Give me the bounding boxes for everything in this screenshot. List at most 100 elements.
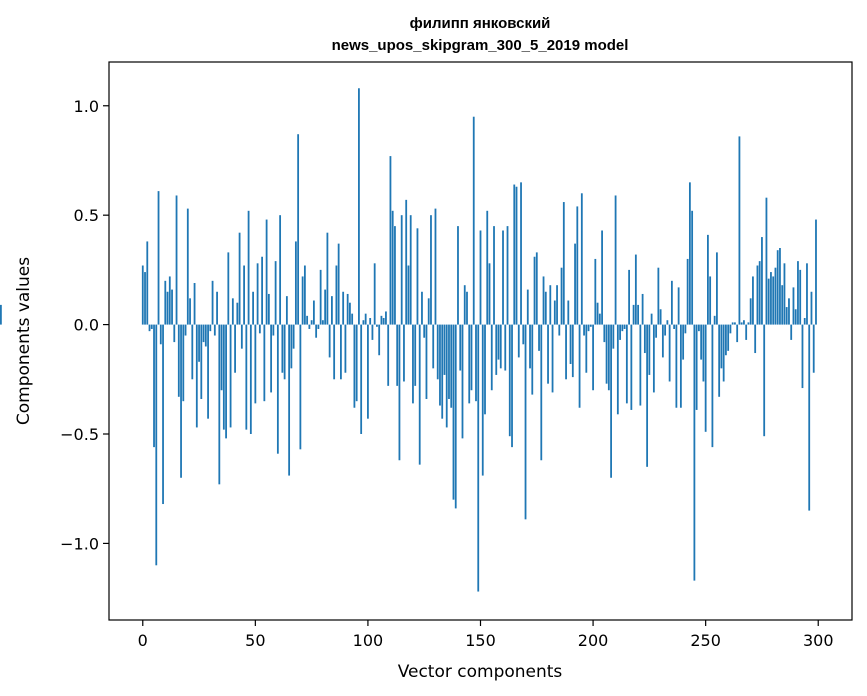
bar (252, 291, 254, 325)
bar (403, 324, 405, 382)
bar (164, 280, 167, 325)
bar (731, 322, 734, 325)
bar (184, 324, 187, 336)
bar (504, 324, 507, 371)
bar (396, 324, 399, 386)
bar (382, 318, 385, 325)
bar (711, 324, 714, 448)
bar (625, 324, 628, 404)
bar (502, 230, 504, 325)
bar (767, 278, 770, 325)
bar (238, 232, 241, 325)
bar (364, 313, 367, 325)
bar (652, 324, 655, 393)
x-tick-label: 300 (803, 631, 834, 650)
bar (801, 324, 804, 389)
bar (709, 276, 712, 325)
bar (677, 287, 680, 325)
bar (738, 136, 741, 325)
bar (427, 298, 430, 325)
bar (315, 324, 318, 338)
bar (373, 263, 376, 325)
bar (157, 191, 160, 325)
bar (781, 285, 784, 325)
bar (292, 324, 295, 349)
bar (481, 324, 484, 476)
bar (407, 265, 410, 325)
bar (405, 199, 408, 325)
bar (180, 324, 182, 478)
x-tick-label: 200 (578, 631, 609, 650)
bar (475, 324, 477, 402)
bar (324, 289, 327, 325)
bar (632, 304, 635, 325)
bar (175, 195, 178, 325)
x-axis-ticks: 0 50 100 150 200 250 300 (138, 620, 834, 650)
bar (772, 276, 775, 325)
bar (524, 324, 527, 520)
bar (693, 324, 696, 581)
bar (342, 291, 345, 325)
bar (486, 210, 489, 325)
bar (812, 324, 815, 373)
bar (547, 324, 549, 384)
bar (702, 324, 705, 382)
bar (281, 324, 284, 373)
bar (335, 265, 338, 325)
bar (204, 324, 207, 347)
bar (619, 324, 621, 340)
bar (592, 324, 594, 391)
chart-title-line2: news_upos_skipgram_300_5_2019 model (332, 37, 629, 54)
bar (457, 226, 459, 325)
bar (240, 324, 243, 349)
bar (513, 184, 516, 325)
bar (466, 291, 468, 325)
bar (463, 285, 466, 325)
bar (195, 324, 198, 428)
bar (659, 309, 662, 325)
bar (288, 324, 291, 476)
bar (299, 324, 302, 450)
bar (306, 315, 309, 325)
bar (574, 243, 576, 325)
bar (722, 324, 725, 382)
y-tick-label: 0.0 (74, 316, 99, 335)
bar (515, 186, 518, 325)
bar (682, 324, 685, 360)
bar (378, 324, 381, 356)
bar (265, 219, 268, 325)
bar (756, 265, 759, 325)
bar (612, 324, 615, 349)
bar (637, 304, 640, 325)
bar (657, 267, 660, 325)
bar (542, 276, 545, 325)
bars-group (0, 88, 817, 592)
bar (815, 219, 817, 325)
bar (716, 252, 718, 325)
bar (538, 324, 540, 351)
bar (799, 269, 802, 325)
bar (679, 324, 682, 408)
bar (718, 324, 721, 397)
bar (470, 324, 473, 391)
bar (245, 324, 248, 430)
bar (146, 241, 149, 325)
bar (267, 293, 270, 325)
bar (614, 195, 617, 325)
bar (790, 324, 793, 340)
bar (594, 258, 597, 325)
bar (551, 324, 554, 393)
bar (529, 324, 531, 369)
bar (520, 182, 522, 325)
bar (623, 324, 626, 329)
bar (666, 320, 669, 325)
bar (576, 206, 579, 325)
bar (355, 324, 358, 402)
bar (391, 210, 394, 325)
bar (725, 324, 727, 356)
bar (200, 324, 203, 399)
bar (740, 322, 743, 325)
bar (144, 272, 146, 325)
bar (531, 324, 534, 395)
bar (707, 234, 709, 325)
